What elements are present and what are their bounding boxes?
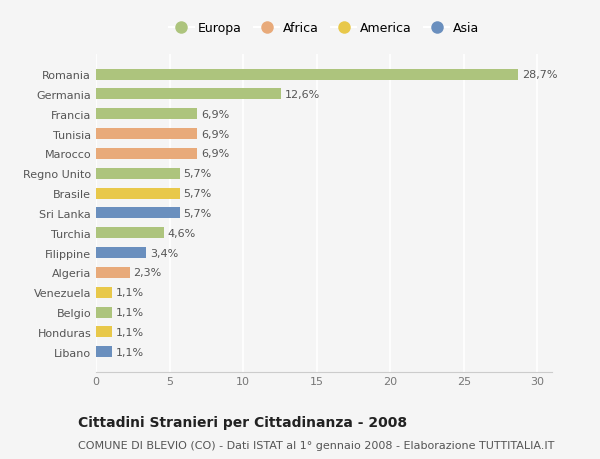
Text: COMUNE DI BLEVIO (CO) - Dati ISTAT al 1° gennaio 2008 - Elaborazione TUTTITALIA.: COMUNE DI BLEVIO (CO) - Dati ISTAT al 1°… bbox=[78, 440, 554, 450]
Bar bbox=[96, 89, 281, 100]
Bar bbox=[96, 307, 112, 318]
Bar bbox=[96, 208, 180, 219]
Text: 1,1%: 1,1% bbox=[116, 288, 144, 297]
Bar bbox=[96, 327, 112, 338]
Text: Cittadini Stranieri per Cittadinanza - 2008: Cittadini Stranieri per Cittadinanza - 2… bbox=[78, 415, 407, 429]
Text: 5,7%: 5,7% bbox=[184, 208, 212, 218]
Text: 2,3%: 2,3% bbox=[134, 268, 162, 278]
Text: 12,6%: 12,6% bbox=[285, 90, 320, 100]
Bar bbox=[96, 69, 518, 80]
Text: 6,9%: 6,9% bbox=[201, 110, 229, 119]
Text: 5,7%: 5,7% bbox=[184, 189, 212, 199]
Text: 3,4%: 3,4% bbox=[149, 248, 178, 258]
Text: 1,1%: 1,1% bbox=[116, 327, 144, 337]
Text: 6,9%: 6,9% bbox=[201, 129, 229, 139]
Text: 5,7%: 5,7% bbox=[184, 169, 212, 179]
Text: 1,1%: 1,1% bbox=[116, 308, 144, 317]
Bar bbox=[96, 228, 164, 239]
Legend: Europa, Africa, America, Asia: Europa, Africa, America, Asia bbox=[164, 17, 484, 40]
Bar bbox=[96, 347, 112, 358]
Bar bbox=[96, 267, 130, 278]
Bar bbox=[96, 247, 146, 258]
Text: 4,6%: 4,6% bbox=[167, 228, 196, 238]
Bar bbox=[96, 188, 180, 199]
Bar bbox=[96, 149, 197, 160]
Bar bbox=[96, 129, 197, 140]
Text: 28,7%: 28,7% bbox=[522, 70, 557, 80]
Text: 1,1%: 1,1% bbox=[116, 347, 144, 357]
Bar bbox=[96, 287, 112, 298]
Text: 6,9%: 6,9% bbox=[201, 149, 229, 159]
Bar bbox=[96, 168, 180, 179]
Bar bbox=[96, 109, 197, 120]
